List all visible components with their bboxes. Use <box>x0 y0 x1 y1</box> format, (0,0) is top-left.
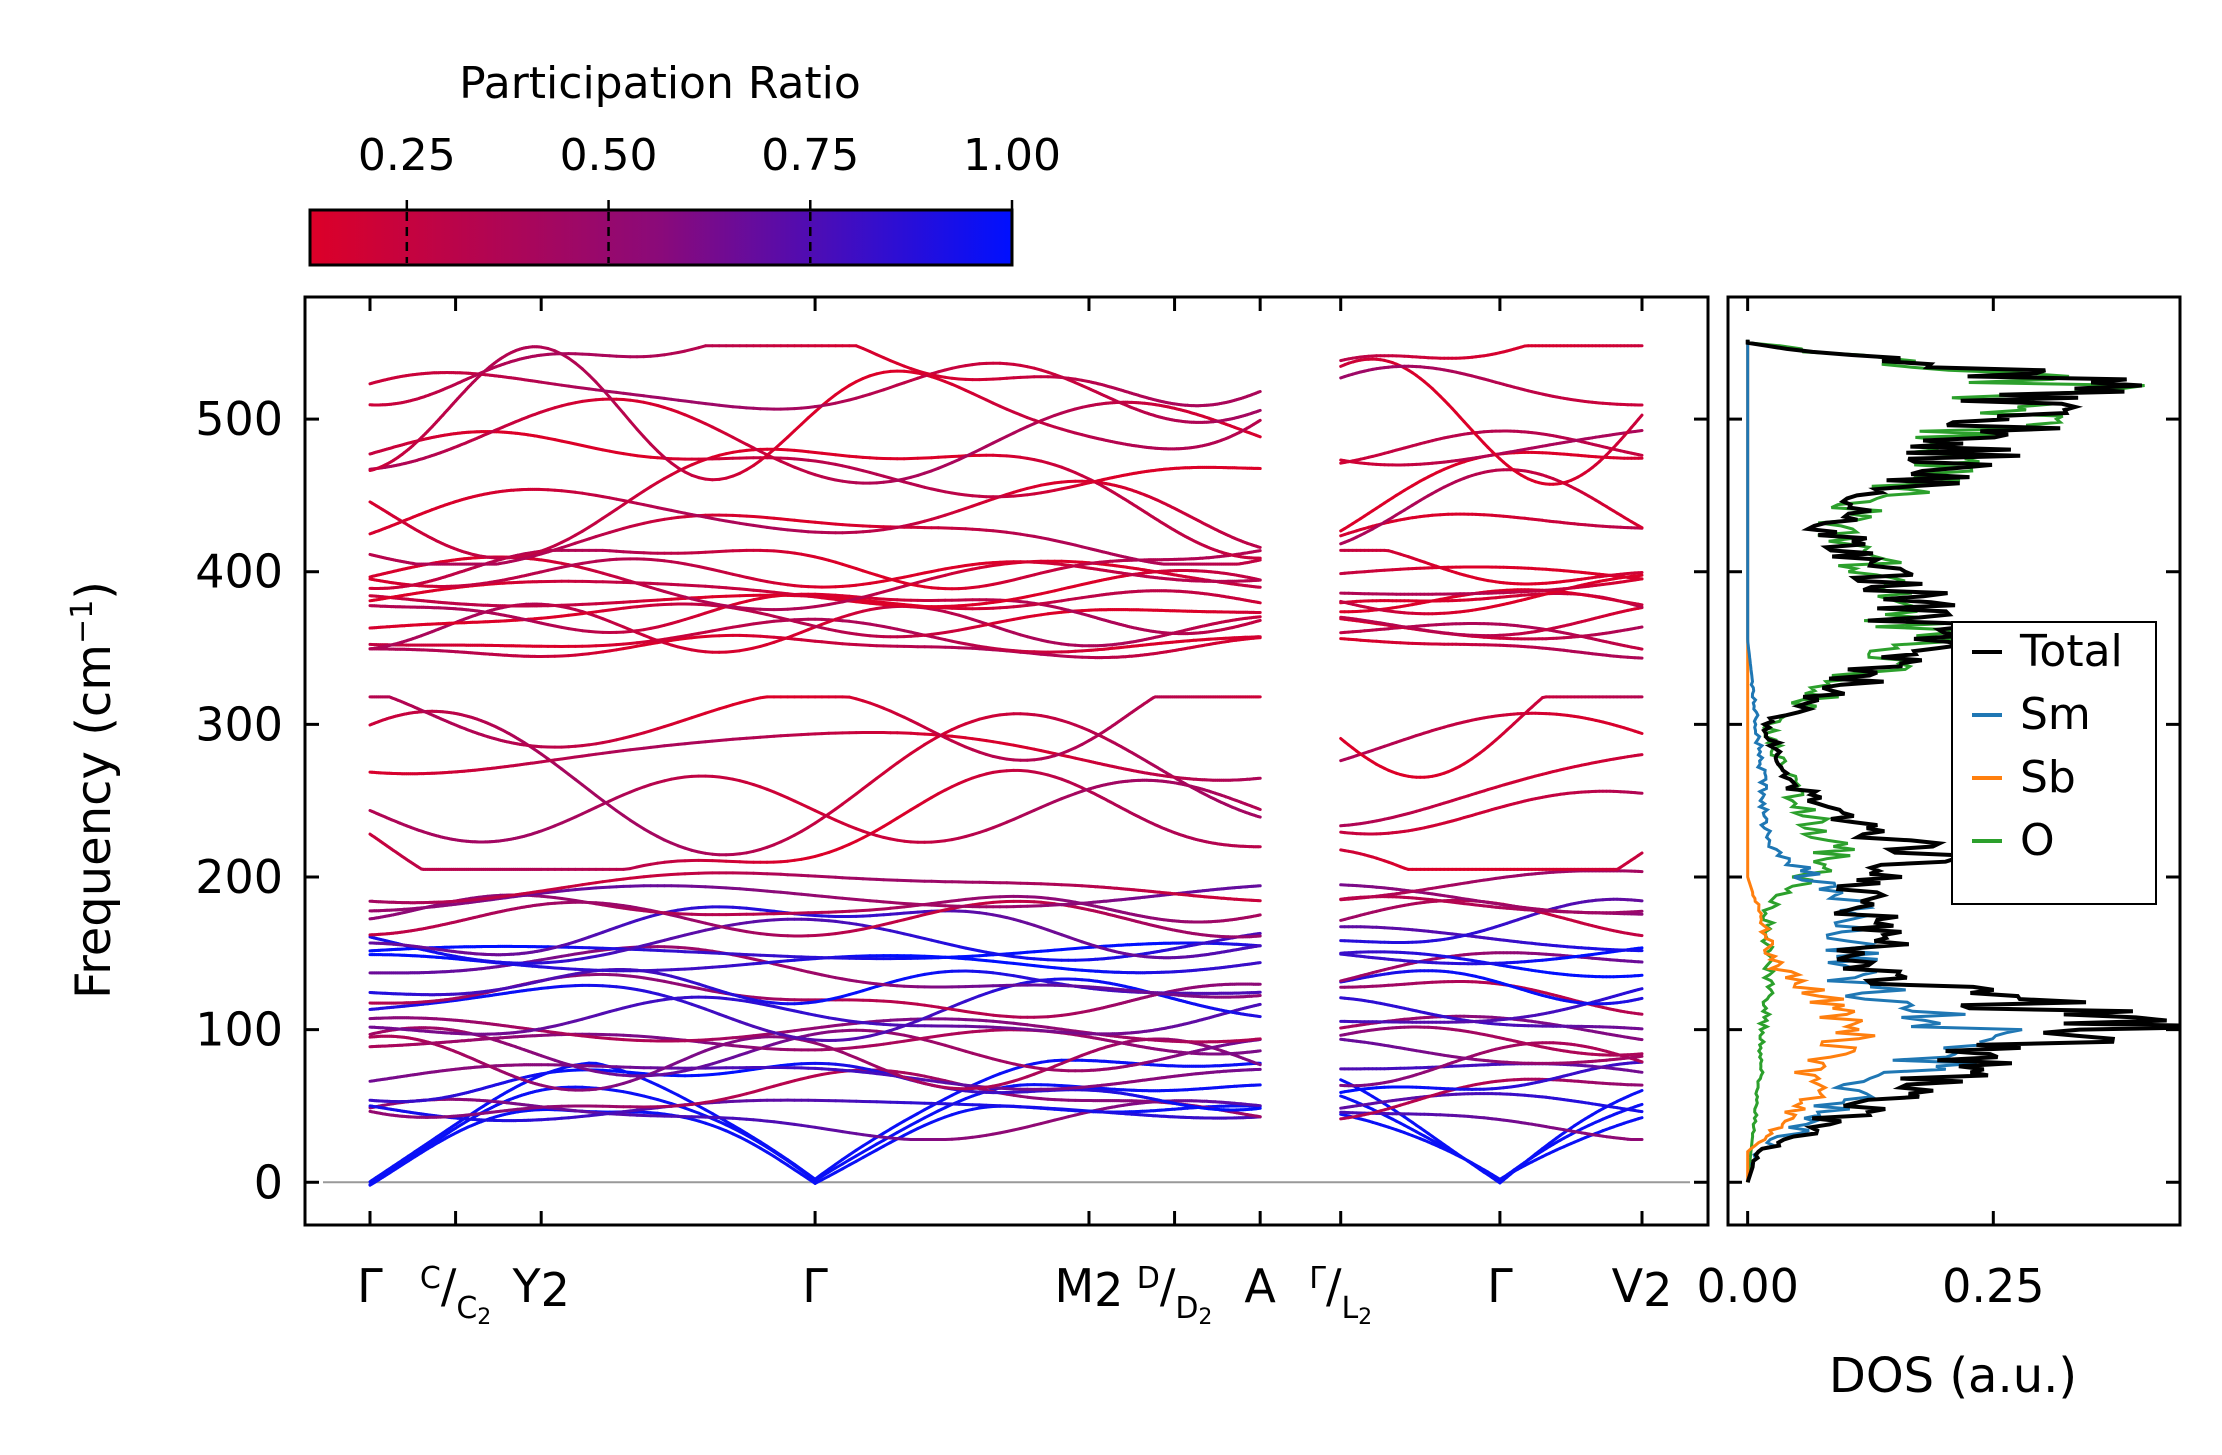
colorbar-tick-label: 0.25 <box>358 130 456 181</box>
colorbar-gradient <box>308 208 1014 267</box>
colorbar: Participation Ratio 0.25 0.50 0.75 1.00 <box>308 58 1061 267</box>
colorbar-ticks: 0.25 0.50 0.75 1.00 <box>358 130 1061 263</box>
colorbar-title: Participation Ratio <box>459 58 861 109</box>
colorbar-tick-label: 1.00 <box>963 130 1061 181</box>
acoustic-branch <box>1636 1089 1644 1094</box>
optical-branch <box>1256 1062 1262 1067</box>
colorbar-tick-label: 0.50 <box>560 130 658 181</box>
optical-branch <box>1636 987 1644 992</box>
optical-branch <box>1636 1109 1644 1114</box>
acoustic-branch <box>1636 1116 1644 1121</box>
optical-branch <box>1636 1059 1644 1064</box>
optical-branch <box>1636 1070 1644 1074</box>
optical-branch <box>1256 1002 1262 1007</box>
optical-branch <box>1636 1054 1644 1059</box>
phonon-bands <box>368 344 1644 1187</box>
optical-branch <box>1636 1037 1644 1042</box>
colorbar-tick-label: 0.75 <box>761 130 859 181</box>
acoustic-branch <box>1636 1102 1644 1108</box>
